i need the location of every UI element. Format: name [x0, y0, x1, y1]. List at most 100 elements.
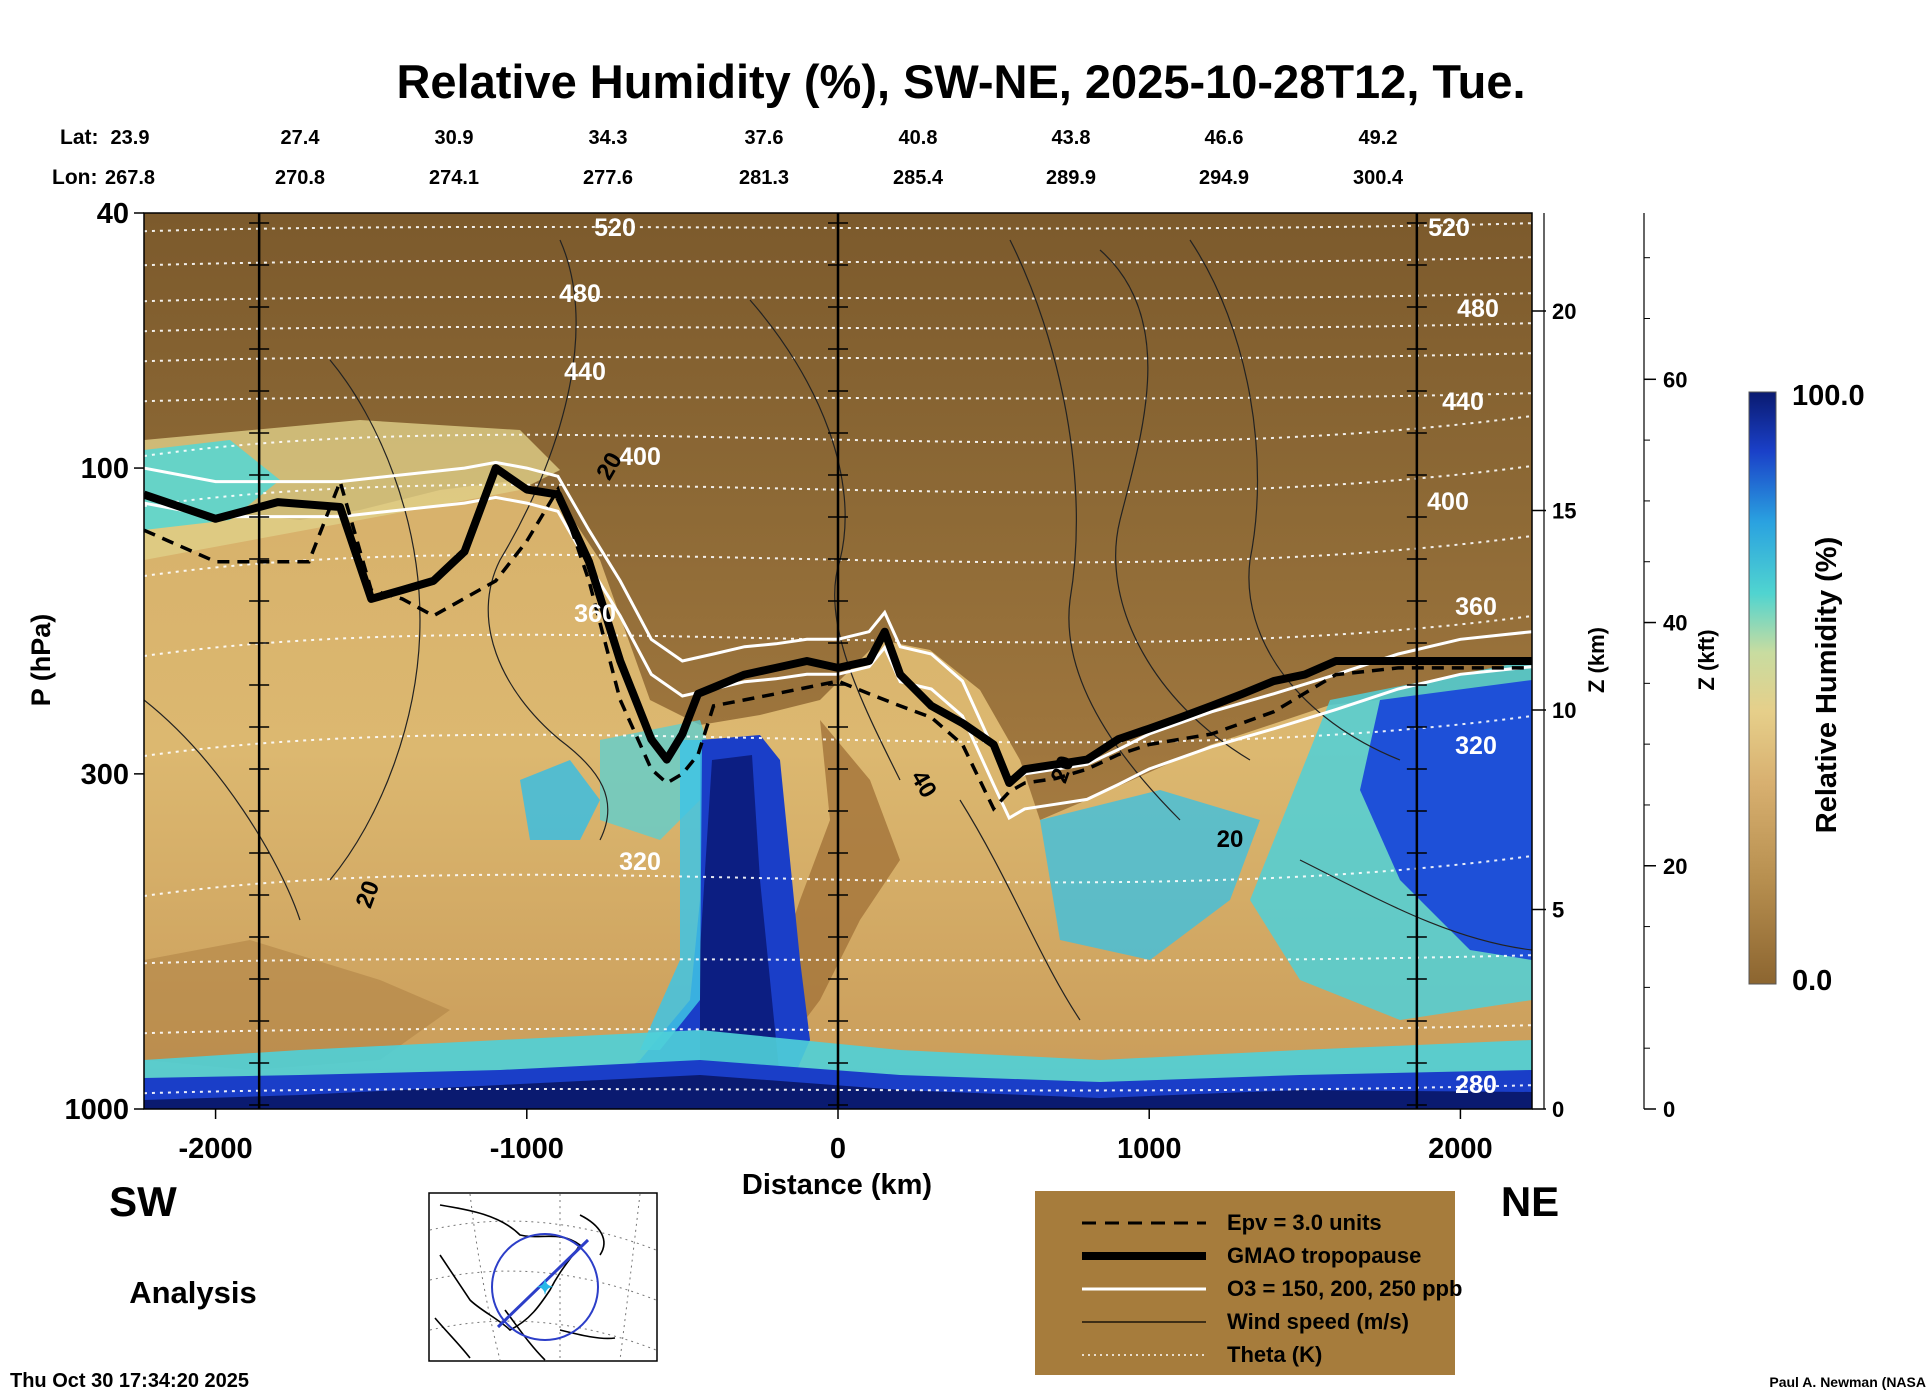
theta-label: 280 [1455, 1071, 1497, 1099]
inset-range-circle [491, 1233, 599, 1341]
theta-label: 520 [1428, 214, 1470, 242]
legend-label: GMAO tropopause [1227, 1243, 1421, 1268]
theta-label: 320 [619, 848, 661, 876]
sw-label: SW [109, 1178, 177, 1225]
z-km-tick-label: 15 [1552, 499, 1576, 524]
chart-title: Relative Humidity (%), SW-NE, 2025-10-28… [396, 55, 1525, 108]
lat-value: 40.8 [899, 127, 938, 149]
inset-transect-line [496, 1238, 590, 1329]
theta-label: 480 [559, 280, 601, 308]
z-km-tick-label: 20 [1552, 299, 1576, 324]
lon-value: 285.4 [893, 167, 944, 189]
x-axis-label: Distance (km) [742, 1169, 932, 1201]
theta-line [144, 954, 1532, 965]
lat-value: 34.3 [589, 127, 628, 149]
theta-line [144, 352, 1532, 363]
z-km-tick-label: 10 [1552, 698, 1576, 723]
lon-value: 274.1 [429, 167, 479, 189]
legend: Epv = 3.0 units GMAO tropopause O3 = 150, … [1035, 1191, 1462, 1375]
axes: -2000 -1000 0 1000 2000 40 100 300 1000 0 5 10 15 20 0… [64, 198, 1687, 1165]
y-tick-label: 300 [81, 759, 129, 791]
epv-line [144, 476, 1532, 812]
lat-label: Lat: [60, 126, 99, 149]
ozone-contour-line-2 [144, 495, 1532, 821]
lon-value: 300.4 [1353, 167, 1404, 189]
cyan-cell-mid [520, 760, 600, 840]
legend-label: Theta (K) [1227, 1342, 1322, 1367]
lat-value: 46.6 [1205, 127, 1244, 149]
z-kft-tick-label: 40 [1663, 611, 1687, 636]
lower-dry-patch-left [144, 940, 450, 1070]
central-plume-core [700, 755, 780, 1090]
analysis-label: Analysis [129, 1275, 257, 1310]
colorbar [1748, 391, 1777, 985]
theta-label: 520 [594, 214, 636, 242]
z-kft-tick-label: 60 [1663, 367, 1687, 392]
colorbar-label: Relative Humidity (%) [1811, 537, 1843, 834]
lat-lon-values: 23.9 27.4 30.9 34.3 37.6 40.8 43.8 46.6 49.2 267.… [105, 127, 1404, 189]
lon-value: 267.8 [105, 167, 155, 189]
lon-value: 289.9 [1046, 167, 1096, 189]
theta-label: 480 [1457, 295, 1499, 323]
theta-label: 360 [574, 600, 616, 628]
theta-line [144, 415, 1532, 457]
theta-line [144, 615, 1532, 657]
theta-line [144, 392, 1532, 403]
z-km-label: Z (km) [1584, 627, 1609, 693]
z-kft-tick-label: 0 [1663, 1097, 1675, 1122]
colorbar-min: 0.0 [1792, 965, 1832, 997]
wind-speed-label: 20 [1217, 826, 1244, 853]
z-km-tick-label: 0 [1552, 1097, 1564, 1122]
theta-label: 440 [564, 358, 606, 386]
theta-line [144, 222, 1532, 233]
lat-value: 43.8 [1052, 127, 1091, 149]
right-blue-core [1360, 680, 1532, 960]
theta-line [144, 855, 1532, 897]
lat-value: 37.6 [745, 127, 784, 149]
theta-line [144, 256, 1532, 267]
theta-label: 400 [1427, 488, 1469, 516]
legend-label: Epv = 3.0 units [1227, 1210, 1382, 1235]
colorbar-max: 100.0 [1792, 380, 1865, 412]
theta-line [144, 535, 1532, 577]
z-kft-tick-label: 20 [1663, 854, 1687, 879]
y-axis-label: P (hPa) [26, 614, 56, 707]
right-cyan-band [1040, 790, 1260, 960]
theta-label: 440 [1442, 388, 1484, 416]
legend-label: Wind speed (m/s) [1227, 1309, 1409, 1334]
y-tick-label: 1000 [64, 1094, 129, 1126]
credit: Paul A. Newman (NASA [1769, 1374, 1926, 1390]
theta-label: 320 [1455, 732, 1497, 760]
theta-line [144, 322, 1532, 333]
theta-line [144, 715, 1532, 757]
z-kft-label: Z (kft) [1694, 629, 1719, 690]
legend-items: Epv = 3.0 units GMAO tropopause O3 = 150, … [1082, 1210, 1462, 1367]
central-plume-edge [640, 740, 702, 1050]
x-tick-label: -1000 [490, 1133, 564, 1165]
ne-label: NE [1501, 1178, 1559, 1225]
lat-value: 27.4 [281, 127, 321, 149]
vertical-reference-lines [249, 213, 1427, 1109]
y-tick-label: 100 [81, 453, 129, 485]
y-tick-label: 40 [97, 198, 129, 230]
theta-contours [144, 222, 1532, 1095]
lat-value: 30.9 [435, 127, 474, 149]
legend-label: O3 = 150, 200, 250 ppb [1227, 1276, 1462, 1301]
lat-value: 49.2 [1359, 127, 1398, 149]
z-km-tick-label: 5 [1552, 898, 1564, 923]
x-tick-label: 2000 [1428, 1133, 1493, 1165]
lat-value: 23.9 [111, 127, 150, 149]
lon-value: 294.9 [1199, 167, 1249, 189]
theta-label: 360 [1455, 593, 1497, 621]
ozone-contour-line [144, 460, 1532, 786]
lon-value: 281.3 [739, 167, 789, 189]
inset-map: ✦ [428, 1192, 658, 1362]
x-tick-label: 0 [830, 1133, 846, 1165]
lon-label: Lon: [52, 166, 97, 189]
theta-line [144, 465, 1532, 507]
x-tick-label: 1000 [1117, 1133, 1182, 1165]
plot-area [144, 213, 1532, 1109]
theta-label: 400 [619, 443, 661, 471]
lon-value: 277.6 [583, 167, 633, 189]
